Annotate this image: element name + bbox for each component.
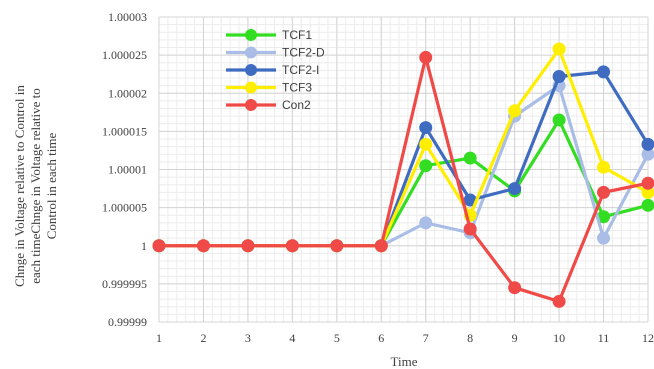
y-axis-title: Chnge in Voltage relative to Control in e… — [12, 85, 59, 287]
legend-marker — [245, 46, 257, 59]
y-axis-title-line: Chnge in Voltage relative to Control in — [12, 85, 27, 287]
y-tick-label: 1 — [141, 239, 147, 253]
data-point — [463, 151, 477, 165]
x-axis-title: Time — [391, 354, 418, 369]
data-point — [508, 104, 522, 118]
x-tick-label: 5 — [334, 331, 340, 345]
legend-item: TCF3 — [226, 81, 312, 95]
y-tick-label: 1.000015 — [102, 124, 147, 138]
x-tick-label: 4 — [289, 331, 295, 345]
data-point — [641, 185, 654, 199]
x-tick-label: 12 — [642, 331, 654, 345]
x-tick-label: 11 — [598, 331, 610, 345]
legend-marker — [245, 29, 257, 41]
data-point — [597, 210, 611, 224]
data-point — [597, 185, 611, 199]
legend-marker — [245, 99, 257, 111]
data-point — [552, 113, 566, 127]
data-point — [597, 65, 611, 79]
data-point — [508, 281, 522, 295]
data-point — [552, 69, 566, 83]
data-point — [419, 121, 433, 135]
legend-item: TCF2-D — [226, 46, 325, 60]
data-point — [419, 137, 433, 151]
legend-marker — [245, 81, 257, 94]
x-tick-label: 7 — [423, 331, 429, 345]
data-point — [241, 239, 255, 253]
data-point — [552, 294, 566, 308]
legend-label: TCF3 — [282, 81, 312, 95]
y-tick-label: 1.00002 — [108, 86, 147, 100]
data-point — [196, 239, 210, 253]
series-con2 — [152, 50, 654, 308]
legend-item: TCF1 — [226, 28, 312, 42]
legend-label: Con2 — [282, 98, 311, 112]
data-point — [419, 159, 433, 173]
x-tick-label: 3 — [245, 331, 251, 345]
data-point — [641, 137, 654, 151]
data-point — [597, 160, 611, 174]
data-point — [463, 222, 477, 236]
series-line — [159, 70, 650, 248]
legend: TCF1 TCF2-D TCF2-I TCF3 Con2 — [226, 28, 325, 112]
data-point — [419, 50, 433, 64]
y-tick-label: 0.99999 — [108, 315, 147, 329]
data-point — [641, 176, 654, 190]
data-point — [597, 231, 611, 245]
data-point — [330, 239, 344, 253]
x-tick-label: 2 — [200, 331, 206, 345]
series-line — [159, 84, 650, 248]
data-point — [152, 239, 166, 253]
data-point — [552, 42, 566, 56]
legend-marker — [245, 64, 257, 76]
data-point — [641, 147, 654, 161]
y-tick-label: 1.00001 — [108, 163, 147, 177]
series-layer — [152, 42, 654, 308]
legend-item: Con2 — [226, 98, 311, 112]
y-axis-title-line: each timeChnge in Voltage relative to — [28, 88, 43, 284]
y-tick-label: 0.999995 — [102, 277, 147, 291]
data-point — [285, 239, 299, 253]
legend-item: TCF2-I — [226, 63, 319, 77]
y-tick-label: 1.000025 — [102, 48, 147, 62]
data-point — [374, 239, 388, 253]
data-point — [463, 193, 477, 207]
x-tick-label: 9 — [512, 331, 518, 345]
x-tick-label: 1 — [156, 331, 162, 345]
legend-label: TCF1 — [282, 28, 312, 42]
data-point — [419, 216, 433, 230]
series-line — [159, 55, 649, 304]
legend-label: TCF2-I — [282, 63, 319, 77]
y-axis-tick-labels: 0.99999 0.999995 1 1.000005 1.00001 1.000015 1… — [102, 10, 147, 329]
y-tick-label: 1.000005 — [102, 201, 147, 215]
x-axis-tick-labels: 1 2 3 4 5 6 7 8 9 10 11 12 — [156, 331, 654, 345]
y-tick-label: 1.00003 — [108, 10, 147, 24]
legend-label: TCF2-D — [282, 46, 325, 60]
x-tick-label: 10 — [553, 331, 565, 345]
data-point — [508, 182, 522, 196]
data-point — [641, 198, 654, 212]
x-tick-label: 6 — [378, 331, 384, 345]
x-tick-label: 8 — [467, 331, 473, 345]
y-axis-title-line: Control in each time — [44, 133, 59, 240]
